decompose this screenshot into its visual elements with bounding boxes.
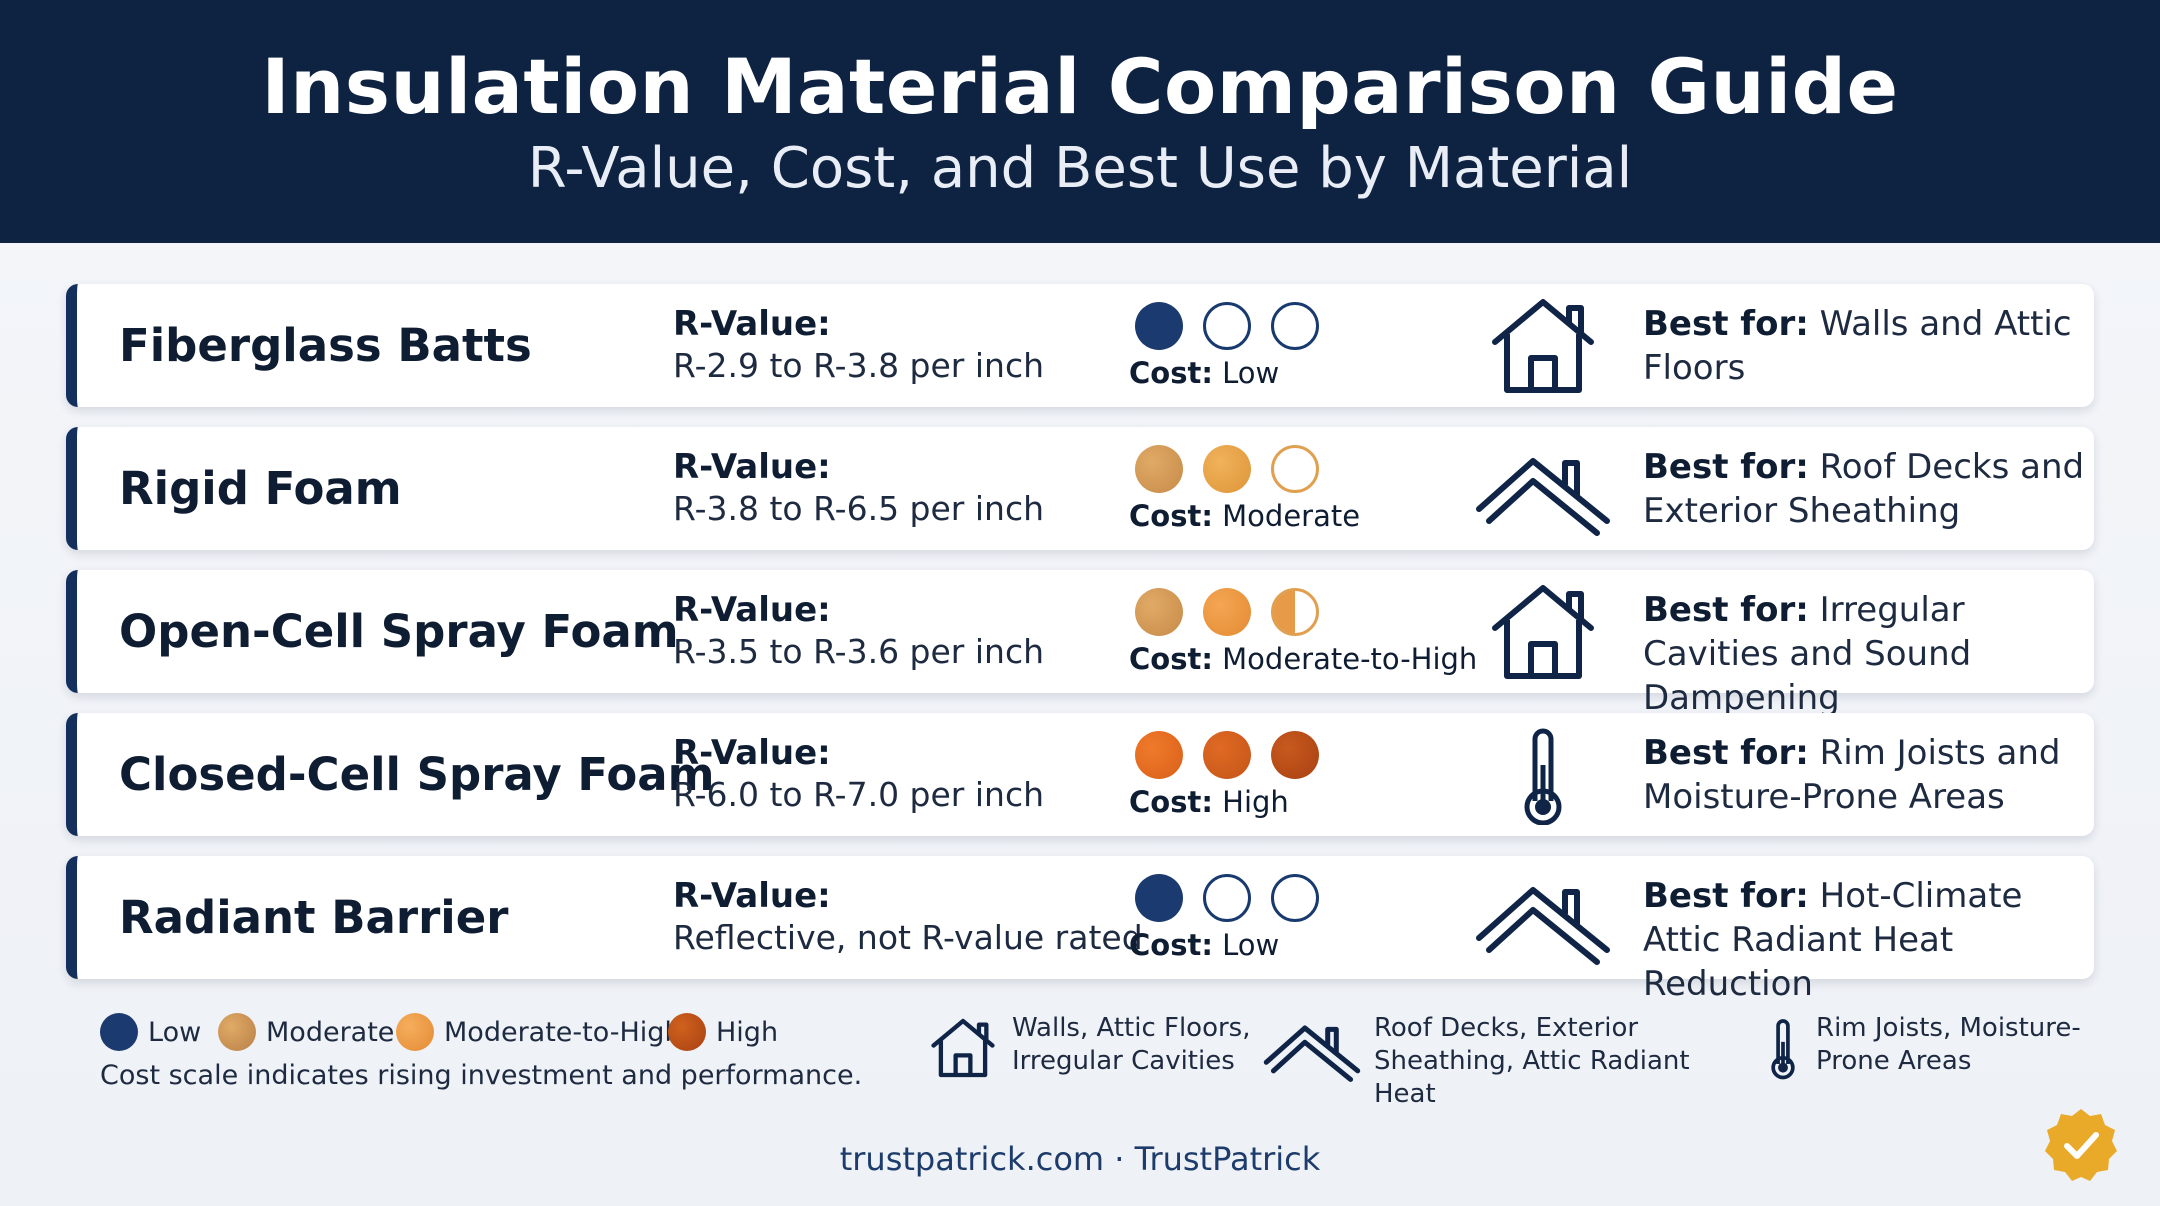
rvalue-value: R-3.8 to R-6.5 per inch (673, 489, 1045, 528)
best-for-value: Walls and Attic Floors (1643, 304, 2072, 388)
cost-label: Cost: (1129, 499, 1213, 533)
cost-text: Cost: Moderate-to-High (1129, 642, 1477, 676)
cost-value: Low (1222, 356, 1280, 390)
material-name: Fiberglass Batts (119, 319, 532, 372)
best-for-value: Rim Joists and Moisture-Prone Areas (1643, 733, 2061, 817)
best-for-label: Best for: (1643, 590, 1809, 630)
material-row-closed-cell-spray-foam: Closed-Cell Spray Foam R-Value: R-6.0 to… (66, 713, 2094, 836)
rvalue-label: R-Value: (673, 447, 831, 487)
cost-dot-empty (1271, 874, 1319, 922)
cost-dot-half (1271, 588, 1319, 636)
usecase-text: Roof Decks, Exterior Sheathing, Attic Ra… (1374, 1013, 1690, 1109)
house-icon (1492, 585, 1594, 679)
best-for-value: Hot-Climate Attic Radiant Heat Reduction (1643, 876, 2023, 1004)
house-icon (931, 1018, 995, 1078)
best-for-text: Best for: Irregular Cavities and Sound D… (1643, 588, 2093, 720)
best-for-label: Best for: (1643, 876, 1809, 916)
legend-swatch (100, 1013, 138, 1051)
cost-dot-empty (1271, 302, 1319, 350)
legend-item-high: High (668, 1012, 778, 1052)
cost-dot-filled (1135, 874, 1183, 922)
cost-value: Low (1222, 928, 1280, 962)
usecase-text: Walls, Attic Floors, Irregular Cavities (1012, 1013, 1251, 1076)
cost-dot-empty (1203, 302, 1251, 350)
cost-dot-filled (1135, 302, 1183, 350)
verified-badge-icon (2045, 1109, 2117, 1181)
thermometer-icon (1771, 1019, 1795, 1080)
roof-icon (1263, 1025, 1361, 1082)
cost-label: Cost: (1129, 928, 1213, 962)
legend-item-moderate: Moderate (218, 1012, 394, 1052)
rvalue-value: R-3.5 to R-3.6 per inch (673, 632, 1045, 671)
legend-swatch (396, 1013, 434, 1051)
cost-dot-filled (1135, 588, 1183, 636)
cost-dot-filled (1203, 445, 1251, 493)
footer-credit: trustpatrick.com · TrustPatrick (839, 1140, 1321, 1178)
header-banner: Insulation Material Comparison Guide R-V… (0, 0, 2160, 243)
rvalue-value: R-2.9 to R-3.8 per inch (673, 346, 1045, 385)
cost-value: Moderate-to-High (1222, 642, 1478, 676)
usecase-text: Rim Joists, Moisture-Prone Areas (1816, 1013, 2081, 1076)
cost-dot-empty (1271, 445, 1319, 493)
material-row-radiant-barrier: Radiant Barrier R-Value: Reflective, not… (66, 856, 2094, 1004)
cost-dot-empty (1203, 874, 1251, 922)
cost-value: Moderate (1222, 499, 1361, 533)
cost-dot-filled (1135, 445, 1183, 493)
cost-dot-filled (1203, 731, 1251, 779)
best-for-value: Roof Decks and Exterior Sheathing (1643, 447, 2085, 531)
rvalue-label: R-Value: (673, 590, 831, 630)
legend-label: High (716, 1016, 779, 1048)
legend-swatch (668, 1013, 706, 1051)
material-name: Open-Cell Spray Foam (119, 605, 679, 658)
house-icon (1492, 299, 1594, 393)
page-subtitle: R-Value, Cost, and Best Use by Material (527, 136, 1633, 201)
best-for-text: Best for: Roof Decks and Exterior Sheath… (1643, 445, 2093, 533)
cost-dot-filled (1271, 731, 1319, 779)
best-for-text: Best for: Rim Joists and Moisture-Prone … (1643, 731, 2093, 819)
cost-value: High (1222, 785, 1289, 819)
legend-swatch (218, 1013, 256, 1051)
cost-label: Cost: (1129, 356, 1213, 390)
page-title: Insulation Material Comparison Guide (261, 42, 1899, 131)
roof-icon (1476, 887, 1610, 965)
material-row-rigid-foam: Rigid Foam R-Value: R-3.8 to R-6.5 per i… (66, 427, 2094, 550)
rvalue-label: R-Value: (673, 304, 831, 344)
rvalue-label: R-Value: (673, 876, 831, 916)
cost-label: Cost: (1129, 642, 1213, 676)
cost-dot-filled (1135, 731, 1183, 779)
legend-label: Moderate (266, 1016, 395, 1048)
thermometer-icon (1524, 728, 1562, 825)
best-for-label: Best for: (1643, 447, 1809, 487)
best-for-value: Irregular Cavities and Sound Dampening (1643, 590, 1972, 718)
rvalue-label: R-Value: (673, 733, 831, 773)
cost-text: Cost: High (1129, 785, 1289, 819)
material-name: Closed-Cell Spray Foam (119, 748, 715, 801)
material-row-open-cell-spray-foam: Open-Cell Spray Foam R-Value: R-3.5 to R… (66, 570, 2094, 718)
rvalue-value: R-6.0 to R-7.0 per inch (673, 775, 1045, 814)
legend-note: Cost scale indicates rising investment a… (100, 1060, 863, 1091)
legend-item-low: Low (100, 1012, 201, 1052)
legend-label: Low (148, 1016, 202, 1048)
material-name: Radiant Barrier (119, 891, 509, 944)
material-row-fiberglass-batts: Fiberglass Batts R-Value: R-2.9 to R-3.8… (66, 284, 2094, 407)
cost-label: Cost: (1129, 785, 1213, 819)
cost-text: Cost: Moderate (1129, 499, 1360, 533)
legend-label: Moderate-to-High (444, 1016, 682, 1048)
roof-icon (1476, 458, 1610, 536)
best-for-label: Best for: (1643, 304, 1809, 344)
best-for-text: Best for: Walls and Attic Floors (1643, 302, 2093, 390)
legend-item-moderate-to-high: Moderate-to-High (396, 1012, 682, 1052)
best-for-label: Best for: (1643, 733, 1809, 773)
rvalue-value: Reflective, not R-value rated (673, 918, 1143, 957)
cost-dot-filled (1203, 588, 1251, 636)
material-name: Rigid Foam (119, 462, 402, 515)
cost-text: Cost: Low (1129, 356, 1279, 390)
cost-text: Cost: Low (1129, 928, 1279, 962)
best-for-text: Best for: Hot-Climate Attic Radiant Heat… (1643, 874, 2093, 1006)
